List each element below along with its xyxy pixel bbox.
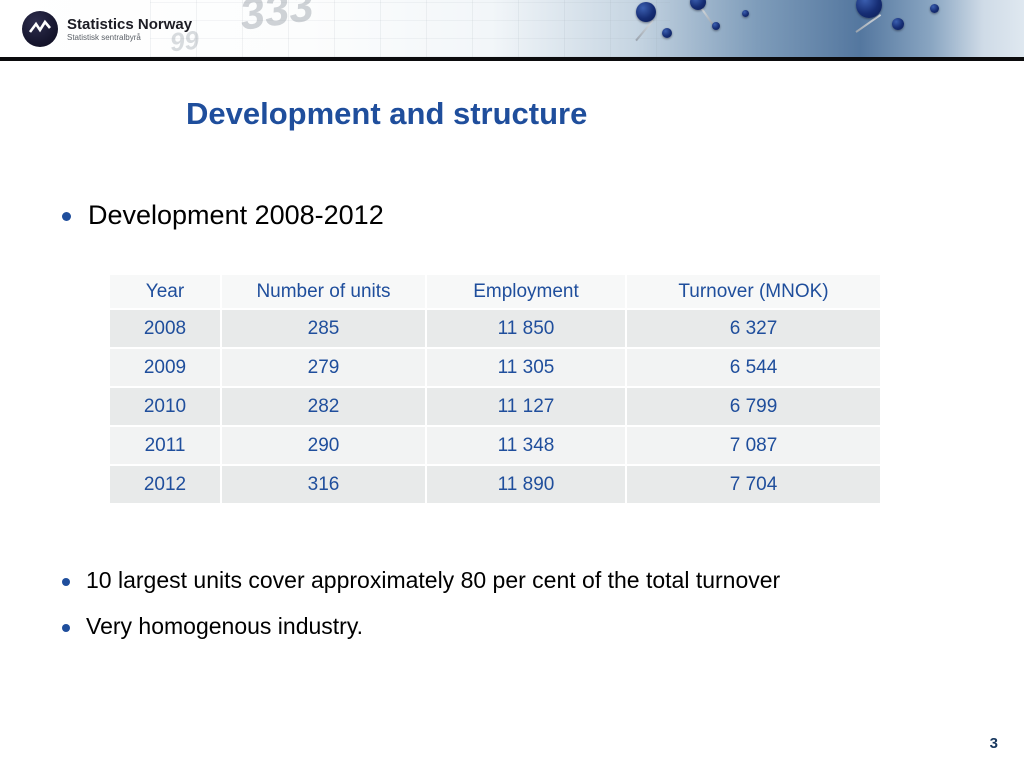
- cell-year: 2010: [108, 386, 222, 427]
- bullet-dot-icon: [62, 624, 70, 632]
- logo-text: Statistics Norway Statistisk sentralbyrå: [67, 16, 192, 43]
- cell-units: 285: [220, 308, 427, 349]
- page-title: Development and structure: [186, 96, 588, 131]
- table-row: 2010 282 11 127 6 799: [108, 386, 882, 427]
- table-header-row: Year Number of units Employment Turnover…: [108, 273, 882, 310]
- pushpin-icon: [742, 10, 749, 17]
- cell-turnover: 7 087: [625, 425, 882, 466]
- bullet-dot-icon: [62, 578, 70, 586]
- bullet-largest-units: 10 largest units cover approximately 80 …: [62, 567, 780, 594]
- pushpin-icon: [856, 0, 882, 18]
- cell-employment: 11 850: [425, 308, 627, 349]
- header-grid-texture: [150, 0, 670, 57]
- header-band: 333 99 Statistics Norway Statistisk sent…: [0, 0, 1024, 57]
- column-header-turnover: Turnover (MNOK): [625, 273, 882, 310]
- table-row: 2009 279 11 305 6 544: [108, 347, 882, 388]
- cell-units: 290: [220, 425, 427, 466]
- pushpin-icon: [712, 22, 720, 30]
- logo-zigzag-icon: [28, 19, 51, 33]
- cell-units: 279: [220, 347, 427, 388]
- logo-subtitle: Statistisk sentralbyrå: [67, 32, 141, 42]
- statistics-norway-logo: Statistics Norway Statistisk sentralbyrå: [22, 9, 192, 49]
- cell-employment: 11 348: [425, 425, 627, 466]
- table-row: 2008 285 11 850 6 327: [108, 308, 882, 349]
- bullet-text: Very homogenous industry.: [86, 613, 364, 639]
- column-header-units: Number of units: [220, 273, 427, 310]
- cell-turnover: 7 704: [625, 464, 882, 505]
- cell-turnover: 6 799: [625, 386, 882, 427]
- cell-year: 2012: [108, 464, 222, 505]
- cell-year: 2011: [108, 425, 222, 466]
- cell-turnover: 6 327: [625, 308, 882, 349]
- bullet-dot-icon: [62, 212, 71, 221]
- bullet-development: Development 2008-2012: [62, 200, 384, 231]
- cell-turnover: 6 544: [625, 347, 882, 388]
- pushpin-icon: [930, 4, 939, 13]
- cell-year: 2008: [108, 308, 222, 349]
- pushpin-icon: [690, 0, 706, 10]
- cell-year: 2009: [108, 347, 222, 388]
- pushpin-icon: [636, 2, 656, 22]
- column-header-employment: Employment: [425, 273, 627, 310]
- pushpin-icon: [662, 28, 672, 38]
- table-row: 2012 316 11 890 7 704: [108, 464, 882, 505]
- bullet-text: 10 largest units cover approximately 80 …: [86, 567, 781, 593]
- cell-units: 282: [220, 386, 427, 427]
- logo-icon: [22, 11, 58, 47]
- column-header-year: Year: [108, 273, 222, 310]
- bullet-text: Development 2008-2012: [88, 200, 384, 230]
- header-divider: [0, 57, 1024, 61]
- pushpin-icon: [892, 18, 904, 30]
- cell-employment: 11 305: [425, 347, 627, 388]
- cell-employment: 11 127: [425, 386, 627, 427]
- page-number: 3: [989, 735, 998, 752]
- logo-title: Statistics Norway: [67, 15, 193, 33]
- bullet-homogenous: Very homogenous industry.: [62, 613, 363, 640]
- cell-units: 316: [220, 464, 427, 505]
- data-table: Year Number of units Employment Turnover…: [108, 273, 882, 505]
- cell-employment: 11 890: [425, 464, 627, 505]
- table-row: 2011 290 11 348 7 087: [108, 425, 882, 466]
